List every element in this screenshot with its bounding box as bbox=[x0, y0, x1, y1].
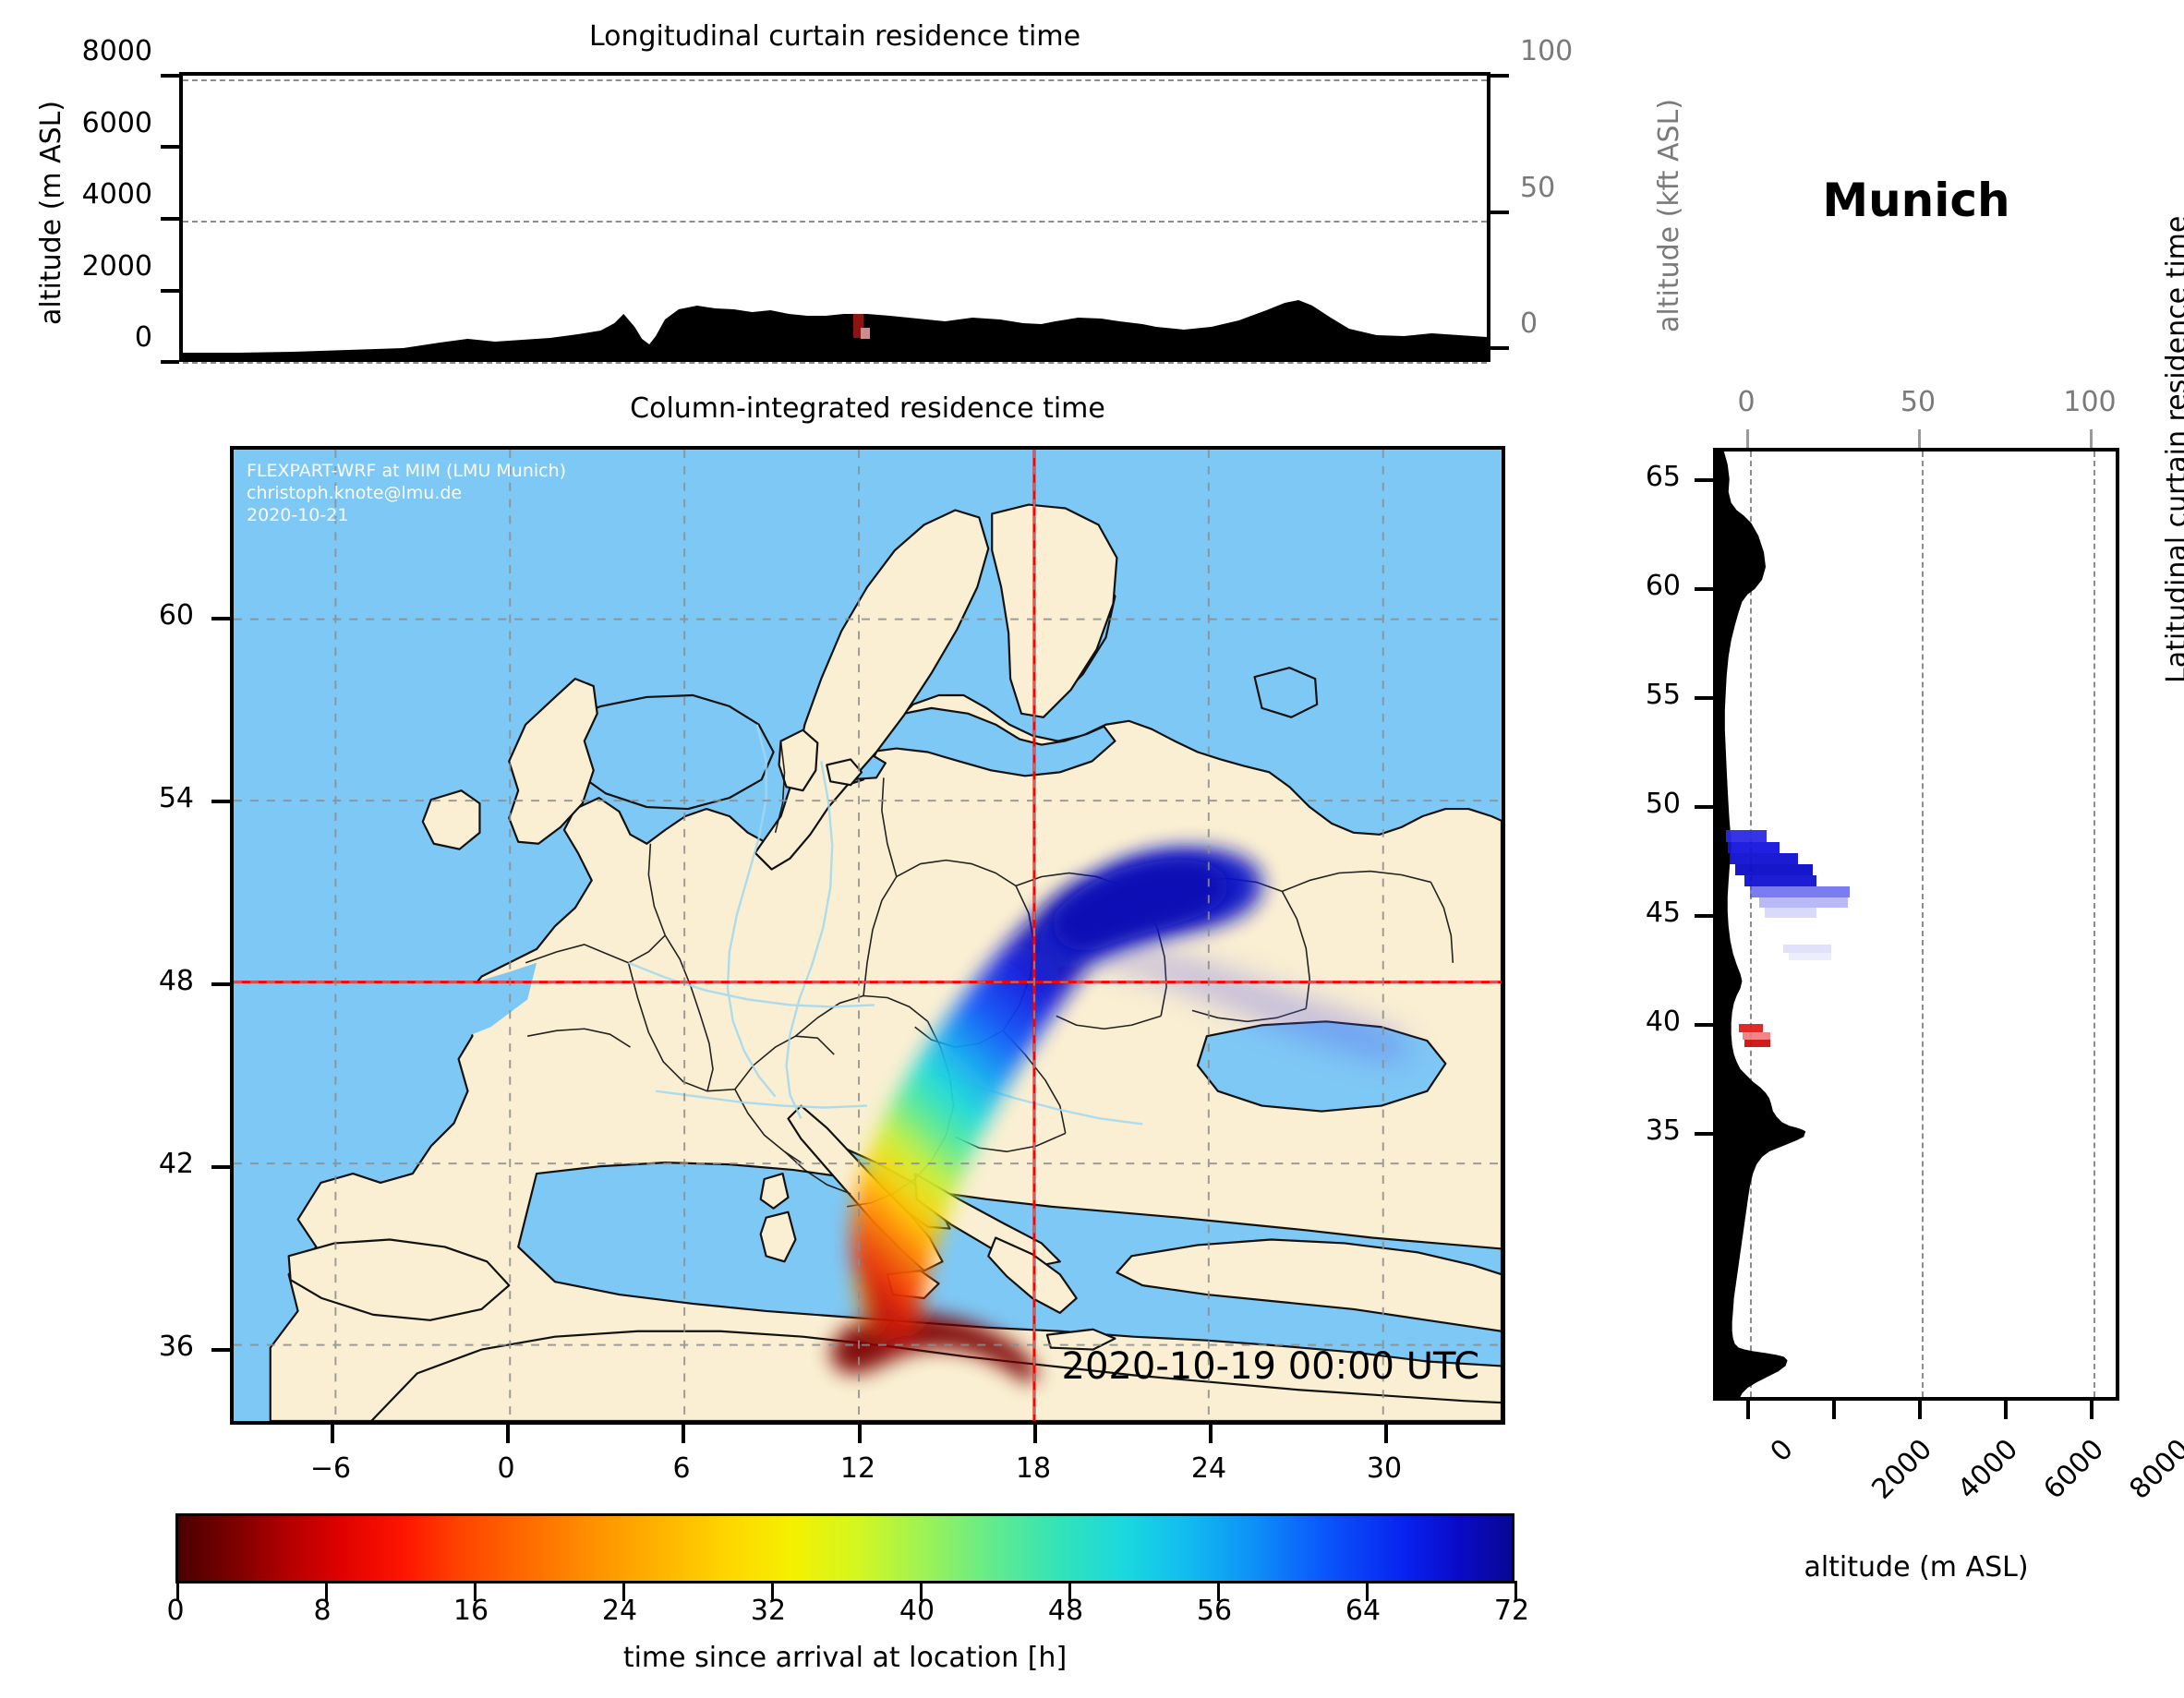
curtain-hotspot-red-3 bbox=[1744, 1040, 1770, 1047]
top-ytick-6000: 6000 bbox=[81, 107, 152, 139]
map-xtick-24: 24 bbox=[1190, 1452, 1227, 1485]
right-xtick-top-50: 50 bbox=[1900, 386, 1937, 418]
cbar-tick-56 bbox=[1217, 1581, 1220, 1601]
curtain-hotspot-red-1 bbox=[1739, 1024, 1763, 1032]
gridline-8000 bbox=[183, 79, 1487, 81]
map-ytick-36: 36 bbox=[158, 1331, 194, 1363]
top-ytick-right-0: 0 bbox=[1520, 307, 1538, 340]
top-panel-title: Longitudinal curtain residence time bbox=[588, 20, 1081, 53]
cbar-tick-0 bbox=[176, 1581, 179, 1601]
right-xtick-6000: 6000 bbox=[2037, 1433, 2111, 1506]
map-ytick-60: 60 bbox=[158, 599, 194, 632]
right-ytick-65: 65 bbox=[1645, 461, 1681, 493]
cbar-label-64: 64 bbox=[1345, 1595, 1382, 1627]
map-panel-title: Column-integrated residence time bbox=[630, 392, 1105, 425]
release-marker-longitudinal-faint bbox=[861, 328, 870, 339]
watermark-line-2: christoph.knote@lmu.de bbox=[247, 483, 463, 503]
latitudinal-curtain-plot[interactable] bbox=[1713, 448, 2119, 1401]
top-ytick-right-100: 100 bbox=[1520, 35, 1574, 67]
top-ytick-right-50: 50 bbox=[1520, 172, 1556, 204]
right-xtick-0: 0 bbox=[1764, 1433, 1800, 1469]
curtain-hotspot-blue-7 bbox=[1759, 897, 1848, 908]
right-xtick-top-0: 0 bbox=[1737, 386, 1756, 418]
cbar-tick-24 bbox=[622, 1581, 625, 1601]
cbar-tick-64 bbox=[1366, 1581, 1369, 1601]
cbar-label-40: 40 bbox=[899, 1595, 935, 1627]
curtain-hotspot-blue-1 bbox=[1726, 830, 1767, 842]
colorbar-label: time since arrival at location [h] bbox=[622, 1642, 1068, 1674]
top-ytick-4000: 4000 bbox=[81, 178, 152, 211]
cbar-tick-40 bbox=[920, 1581, 923, 1601]
map-xtick-6: 6 bbox=[672, 1452, 691, 1485]
map-ytick-42: 42 bbox=[158, 1148, 194, 1180]
right-xtick-4000: 4000 bbox=[1951, 1433, 2025, 1506]
date-stamp: 2020-10-19 00:00 UTC bbox=[1061, 1345, 1479, 1388]
curtain-hotspot-blue-6 bbox=[1750, 886, 1850, 897]
cbar-label-24: 24 bbox=[601, 1595, 638, 1627]
curtain-hotspot-blue-faint-1 bbox=[1783, 945, 1831, 953]
curtain-hotspot-blue-8 bbox=[1765, 908, 1816, 918]
longitudinal-curtain-plot[interactable] bbox=[179, 72, 1490, 364]
right-ytick-55: 55 bbox=[1645, 679, 1681, 711]
cbar-label-48: 48 bbox=[1047, 1595, 1084, 1627]
europe-map bbox=[234, 450, 1502, 1421]
right-xtick-2000: 2000 bbox=[1865, 1433, 1939, 1506]
right-panel-title: Latitudinal curtain residence time bbox=[2161, 215, 2184, 683]
top-ytick-0: 0 bbox=[134, 321, 152, 354]
curtain-hotspot-blue-2 bbox=[1728, 842, 1780, 853]
latitudinal-terrain-silhouette bbox=[1717, 452, 1806, 1397]
cbar-label-72: 72 bbox=[1493, 1595, 1530, 1627]
map-xtick-30: 30 bbox=[1366, 1452, 1403, 1485]
right-ytick-50: 50 bbox=[1645, 788, 1681, 820]
right-ytick-60: 60 bbox=[1645, 570, 1681, 602]
gridline-0 bbox=[183, 362, 1487, 364]
right-panel-xlabel: altitude (m ASL) bbox=[1804, 1551, 2029, 1584]
top-ytick-2000: 2000 bbox=[81, 250, 152, 283]
cbar-tick-16 bbox=[474, 1581, 477, 1601]
longitudinal-terrain-silhouette bbox=[183, 300, 1487, 358]
release-marker-longitudinal bbox=[853, 314, 863, 338]
right-ytick-45: 45 bbox=[1645, 897, 1681, 929]
cbar-tick-32 bbox=[771, 1581, 774, 1601]
map-xtick-18: 18 bbox=[1015, 1452, 1052, 1485]
map-xtick-0: 0 bbox=[497, 1452, 515, 1485]
gridline-alt-8000 bbox=[2094, 452, 2095, 1397]
map-xtick--6: −6 bbox=[309, 1452, 352, 1485]
right-xtick-8000: 8000 bbox=[2123, 1433, 2184, 1506]
cbar-label-0: 0 bbox=[166, 1595, 185, 1627]
cbar-tick-8 bbox=[325, 1581, 328, 1601]
curtain-hotspot-red-2 bbox=[1743, 1032, 1770, 1040]
watermark-line-1: FLEXPART-WRF at MIM (LMU Munich) bbox=[247, 461, 567, 481]
curtain-hotspot-blue-3 bbox=[1730, 853, 1798, 864]
right-ytick-40: 40 bbox=[1645, 1006, 1681, 1038]
colorbar[interactable] bbox=[175, 1513, 1517, 1601]
map-ytick-54: 54 bbox=[158, 782, 194, 814]
location-title: Munich bbox=[1822, 174, 2010, 227]
map-ytick-48: 48 bbox=[158, 965, 194, 997]
column-integrated-residence-time-map[interactable]: FLEXPART-WRF at MIM (LMU Munich) christo… bbox=[230, 446, 1505, 1425]
watermark-line-3: 2020-10-21 bbox=[247, 505, 349, 525]
cbar-label-56: 56 bbox=[1196, 1595, 1233, 1627]
map-xtick-12: 12 bbox=[839, 1452, 876, 1485]
curtain-hotspot-blue-faint-2 bbox=[1789, 953, 1831, 960]
right-xtick-top-100: 100 bbox=[2063, 386, 2117, 418]
cbar-label-8: 8 bbox=[313, 1595, 332, 1627]
cbar-label-16: 16 bbox=[452, 1595, 489, 1627]
curtain-hotspot-blue-5 bbox=[1744, 875, 1816, 886]
cbar-label-32: 32 bbox=[750, 1595, 787, 1627]
curtain-hotspot-blue-4 bbox=[1735, 864, 1813, 875]
right-ytick-35: 35 bbox=[1645, 1114, 1681, 1147]
gridline-alt-4000 bbox=[1922, 452, 1924, 1397]
cbar-tick-72 bbox=[1514, 1581, 1517, 1601]
cbar-tick-48 bbox=[1068, 1581, 1071, 1601]
top-panel-ylabel-right: altitude (kft ASL) bbox=[1653, 98, 1685, 332]
top-ytick-8000: 8000 bbox=[81, 35, 152, 67]
gridline-4000 bbox=[183, 221, 1487, 223]
gridline-alt-0 bbox=[1750, 452, 1752, 1397]
